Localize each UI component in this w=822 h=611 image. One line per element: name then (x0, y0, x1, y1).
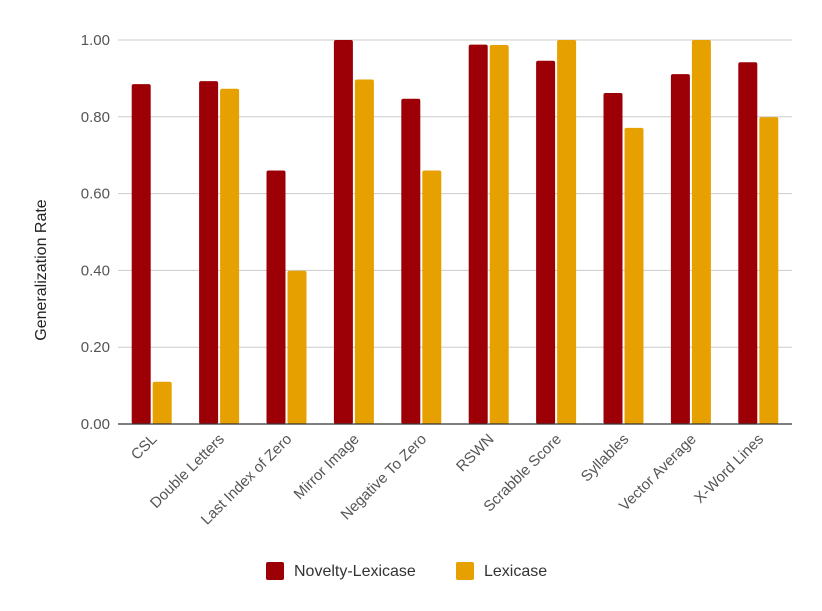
bar-lexicase-rswn (489, 44, 509, 424)
y-tick-label: 0.80 (81, 109, 110, 126)
x-tick-label: Mirror Image (291, 431, 363, 503)
bar-novelty-lexicase-csl (131, 84, 151, 424)
bar-novelty-lexicase-negative-to-zero (401, 98, 421, 424)
bar-lexicase-x-word-lines (759, 117, 779, 425)
bar-novelty-lexicase-mirror-image (333, 40, 353, 424)
bar-lexicase-last-index-of-zero (287, 270, 307, 424)
y-tick-label: 0.00 (81, 416, 110, 433)
legend-swatch (456, 562, 474, 580)
legend-swatch (266, 562, 284, 580)
bar-lexicase-scrabble-score (557, 40, 577, 424)
x-tick-label: X-Word Lines (691, 431, 767, 507)
grid (118, 39, 792, 348)
x-tick-label: RSWN (453, 431, 497, 475)
bar-novelty-lexicase-rswn (468, 44, 488, 424)
legend-label: Novelty-Lexicase (294, 563, 416, 580)
bar-novelty-lexicase-x-word-lines (738, 62, 758, 424)
bar-lexicase-mirror-image (354, 79, 374, 424)
bars (131, 40, 779, 425)
bar-lexicase-csl (152, 381, 172, 424)
legend-label: Lexicase (484, 563, 547, 580)
y-tick-label: 0.40 (81, 262, 110, 279)
x-tick-label: CSL (128, 431, 161, 464)
y-tick-label: 0.20 (81, 339, 110, 356)
y-tick-label: 1.00 (81, 32, 110, 49)
x-tick-label: Syllables (578, 431, 632, 485)
bar-lexicase-negative-to-zero (422, 170, 442, 424)
bar-novelty-lexicase-double-letters (199, 81, 219, 424)
bar-novelty-lexicase-scrabble-score (536, 60, 556, 425)
bar-lexicase-vector-average (691, 40, 711, 424)
y-tick-label: 0.60 (81, 186, 110, 203)
bar-novelty-lexicase-last-index-of-zero (266, 170, 286, 424)
bar-novelty-lexicase-syllables (603, 92, 623, 424)
y-axis-title: Generalization Rate (33, 199, 50, 341)
bar-lexicase-double-letters (220, 88, 240, 424)
legend: Novelty-Lexicase Lexicase (266, 562, 547, 580)
bar-novelty-lexicase-vector-average (670, 74, 690, 425)
bar-lexicase-syllables (624, 127, 644, 424)
